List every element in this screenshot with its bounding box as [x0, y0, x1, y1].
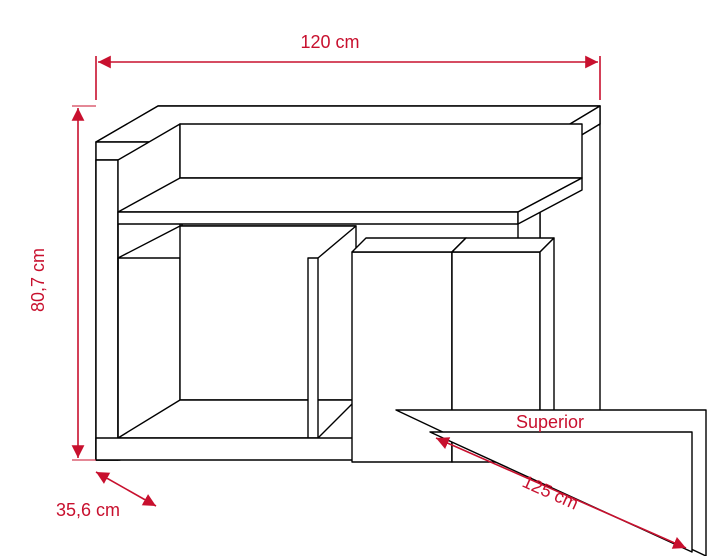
inset-title: Superior — [516, 412, 584, 432]
furniture-body — [96, 106, 600, 462]
dim-width-label: 120 cm — [300, 32, 359, 52]
dim-height-label: 80,7 cm — [28, 248, 48, 312]
dimension-diagram: 120 cm 80,7 cm 35,6 cm Superior 125 cm — [0, 0, 720, 556]
dim-depth-label: 35,6 cm — [56, 500, 120, 520]
